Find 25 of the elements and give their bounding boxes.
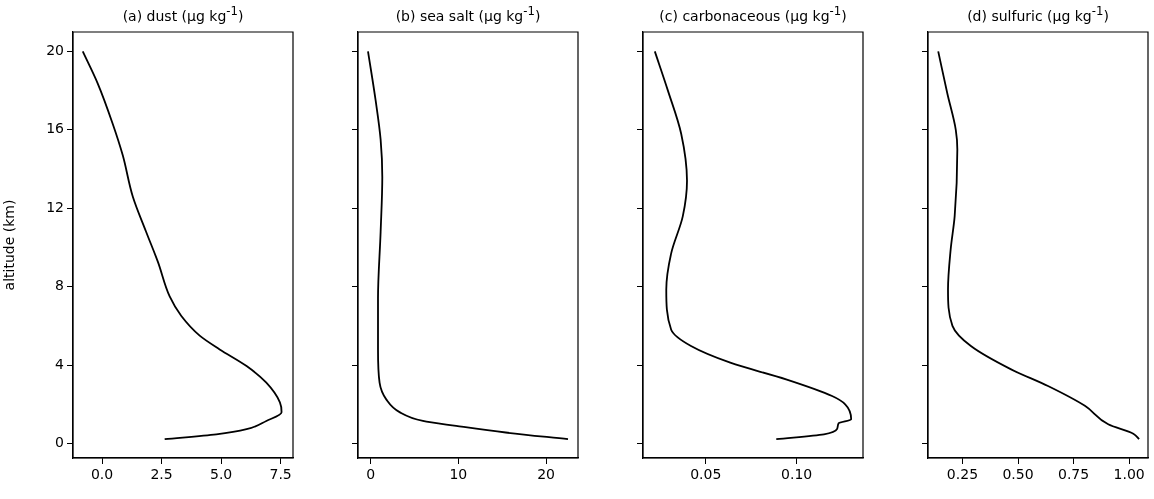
x-tick-label: 0.0 (90, 466, 114, 483)
x-tick-label: 0.05 (690, 466, 722, 483)
x-tick-label: 20 (537, 466, 555, 483)
x-tick-label: 5.0 (209, 466, 233, 483)
chart-title: (c) carbonaceous (μg kg$^{-1}$) (658, 4, 848, 24)
y-axis-title: altitude (km) (1, 199, 18, 291)
y-tick-label: 12 (46, 198, 64, 215)
y-tick-label: 16 (46, 120, 65, 137)
x-tick-label: 1.00 (1113, 466, 1145, 483)
chart-title: (b) sea salt (μg kg$^{-1}$) (394, 4, 542, 24)
y-tick-label: 0 (55, 434, 64, 451)
y-tick-label: 4 (55, 355, 65, 372)
chart-title: (d) sulfuric (μg kg$^{-1}$) (966, 4, 1110, 24)
x-tick-label: 0.50 (1002, 466, 1034, 483)
x-tick-label: 2.5 (150, 466, 173, 483)
x-tick-label: 0 (366, 466, 376, 483)
y-tick-label: 8 (55, 277, 64, 294)
line-series (81, 50, 283, 441)
x-tick-label: 0.75 (1057, 466, 1090, 483)
x-tick-label: 0.10 (781, 466, 813, 483)
x-tick-label: 7.5 (269, 466, 292, 483)
y-tick-label: 20 (46, 42, 64, 59)
chart-title: (a) dust (μg kg$^{-1}$) (121, 4, 245, 24)
x-tick-label: 0.25 (946, 466, 979, 483)
x-tick-label: 10 (449, 466, 468, 483)
